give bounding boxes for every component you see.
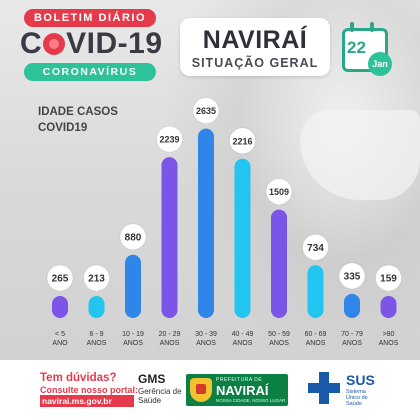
bar [234,158,251,318]
bar [307,265,324,318]
calendar-month: Jan [368,52,392,76]
coronavirus-badge: CORONAVÍRUS [24,63,156,81]
prefeitura-city-text: NAVIRAÍ [216,383,269,398]
calendar-icon: 22 Jan [338,22,392,76]
face-mask-shape [300,110,420,200]
data-label: 265 [52,274,69,285]
bubble [156,125,183,153]
tick-label: 20 - 29 [159,331,181,338]
sus-cross-icon [308,372,340,404]
tick-label: ANOS [123,340,143,347]
sus-logo-text: SUS [346,372,375,388]
tick-label: ANOS [269,340,289,347]
calendar-day: 22 [347,38,366,57]
calendar-frame [342,28,388,72]
tick-label: ANOS [306,340,326,347]
situation-subtitle: SITUAÇÃO GERAL [191,56,319,70]
gms-logo-text: GMS [138,372,166,386]
data-label: 734 [307,243,324,254]
covid-title-right: VID-19 [66,27,163,60]
covid-title-left: C [20,27,43,60]
gms-subtitle: Gerência de Saúde [138,387,182,405]
gms-subtitle-line1: Gerência de [138,387,182,396]
bubble [302,233,329,261]
data-label: 2216 [232,136,252,146]
bar [380,296,397,318]
bar [344,293,360,318]
duvidas-text: Tem dúvidas? [40,372,117,384]
chart-title: IDADE CASOS COVID19 [38,104,118,136]
chart-title-line1: IDADE CASOS [38,106,118,118]
covid-title: C VID-19 [20,27,163,61]
bar [52,296,68,318]
bar [271,209,287,318]
bubble [375,264,402,292]
cross-horizontal [308,383,340,393]
tick-label: 30 - 39 [195,331,217,338]
tick-label: 70 - 79 [341,331,363,338]
bar-chart: 265 < 5 ANO 213 6 - 9 ANOS 880 10 - 19 ANOS 2239 2… [46,97,402,347]
tick-label: 10 - 19 [122,331,144,338]
sus-subtitle: Sistema Único de Saúde [346,389,368,407]
bar [125,254,141,318]
bar [198,128,214,318]
bubble [83,264,110,292]
bubble [338,262,366,290]
data-label: 213 [88,274,105,285]
prefeitura-logo: PREFEITURA DE NAVIRAÍ NOSSA CIDADE, NOSS… [186,374,288,406]
situation-box: NAVIRAÍ SITUAÇÃO GERAL [180,18,330,76]
gms-subtitle-line2: Saúde [138,396,162,405]
calendar-ring [370,22,374,32]
tick-label: ANOS [379,340,399,347]
tick-label: ANOS [342,340,362,347]
tick-label: 50 - 59 [268,331,290,338]
tick-label: 40 - 49 [232,331,254,338]
bubble [265,178,293,206]
bar [88,296,105,318]
data-label: 2239 [159,135,179,145]
bubble [192,97,220,125]
prefeitura-slogan: NOSSA CIDADE, NOSSO LUGAR [216,398,286,403]
data-label: 159 [380,274,397,285]
tick-label: < 5 [55,331,65,338]
bubble [46,264,74,292]
tick-label: ANOS [196,340,216,347]
tick-label: 6 - 9 [89,331,103,338]
tick-label: ANOS [233,340,253,347]
calendar-ring [350,22,354,32]
data-label: 2635 [196,106,216,116]
tick-label: >80 [383,331,395,338]
tick-label: ANO [52,340,68,347]
city-title: NAVIRAÍ [202,26,308,54]
chart-title-line2: COVID19 [38,122,88,134]
tick-label: ANOS [87,340,107,347]
prefeitura-top-text: PREFEITURA DE [216,377,263,383]
data-label: 335 [344,271,361,282]
data-label: 880 [125,232,142,243]
tick-label: 60 - 69 [305,331,327,338]
bubble [119,223,147,251]
boletim-badge: BOLETIM DIÁRIO [24,9,156,27]
bubble [229,127,256,155]
portal-link[interactable]: navirai.ms.gov.br [40,395,134,407]
virus-icon [43,33,66,55]
tick-label: ANOS [160,340,180,347]
crest-icon [190,378,212,402]
consulte-text: Consulte nosso portal: [40,385,139,395]
bar [161,157,178,318]
data-label: 1509 [269,187,289,197]
